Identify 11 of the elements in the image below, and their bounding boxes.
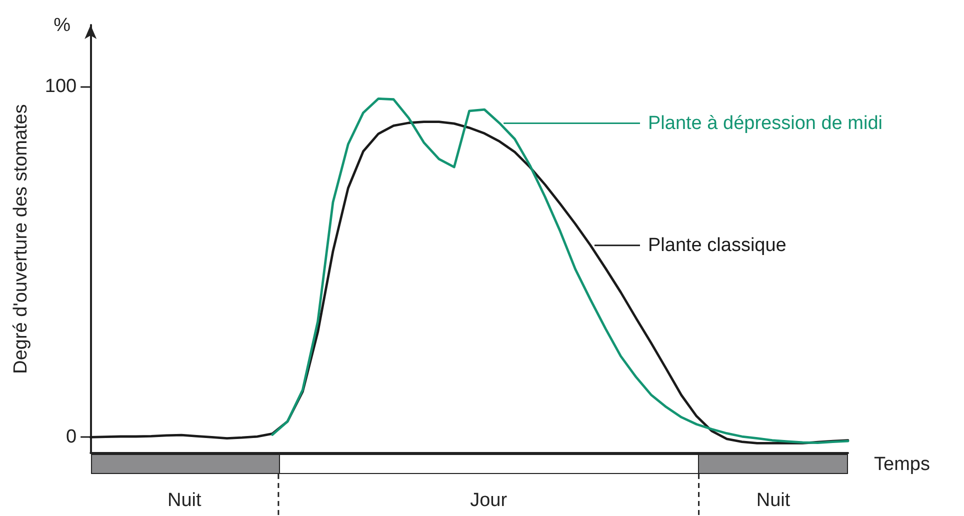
y-axis-title: Degré d'ouverture des stomates <box>10 104 32 374</box>
y-tick-label: 100 <box>44 76 77 97</box>
text: % <box>54 14 70 36</box>
y-tick-label: 0 <box>66 426 77 448</box>
text: Plante à dépression de midi <box>648 112 882 134</box>
legend-label: Plante classique <box>648 234 786 256</box>
x-axis-title: Temps <box>874 454 930 474</box>
text: Nuit <box>756 490 790 510</box>
text: Jour <box>470 490 508 510</box>
line-series <box>271 97 850 444</box>
text: Nuit <box>168 490 202 510</box>
